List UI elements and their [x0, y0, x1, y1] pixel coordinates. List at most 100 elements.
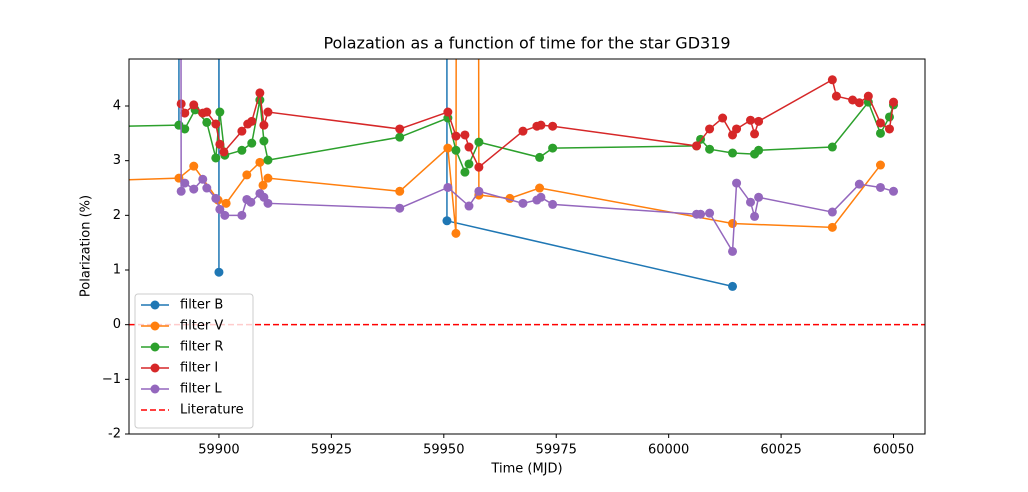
y-tick-label: 4 [113, 99, 121, 114]
x-tick-label: 59975 [536, 443, 577, 458]
data-point [536, 192, 546, 202]
data-point [535, 183, 545, 193]
x-tick-label: 59950 [423, 443, 464, 458]
axes-frame [128, 58, 926, 435]
data-point [827, 75, 837, 85]
data-point [827, 207, 837, 217]
data-point [211, 119, 221, 129]
data-point [875, 128, 885, 138]
data-point [863, 91, 873, 101]
y-axis-label: Polarization (%) [79, 195, 94, 297]
data-point [728, 281, 738, 291]
data-point [827, 222, 837, 232]
data-point [189, 184, 199, 194]
y-tick-label: 0 [113, 317, 121, 332]
data-point [746, 197, 756, 207]
data-point [692, 141, 702, 151]
data-point [451, 145, 461, 155]
data-point [247, 116, 257, 126]
data-point [215, 107, 225, 117]
x-tick-label: 59925 [311, 443, 352, 458]
data-point [848, 95, 858, 105]
data-point [728, 148, 738, 158]
data-point [827, 142, 837, 152]
data-point [718, 113, 728, 123]
data-point [219, 147, 229, 157]
data-point [535, 152, 545, 162]
data-point [464, 142, 474, 152]
data-point [263, 155, 273, 165]
x-tick-label: 60025 [760, 443, 801, 458]
legend-marker [150, 384, 160, 394]
data-point [854, 98, 864, 108]
legend-label: filter V [180, 319, 223, 334]
data-point [474, 186, 484, 196]
data-point [884, 124, 894, 134]
data-point [536, 120, 546, 130]
data-point [548, 199, 558, 209]
data-point [705, 144, 715, 154]
data-point [176, 186, 186, 196]
data-point [255, 88, 265, 98]
data-point [831, 91, 841, 101]
data-point [242, 170, 252, 180]
data-point [202, 117, 212, 127]
data-point [395, 186, 405, 196]
data-point [198, 174, 208, 184]
legend-label: filter I [180, 361, 218, 376]
data-point [464, 201, 474, 211]
data-point [443, 182, 453, 192]
x-tick-label: 60000 [648, 443, 689, 458]
data-point [754, 116, 764, 126]
data-point [750, 129, 760, 139]
data-point [395, 203, 405, 213]
data-point [451, 228, 461, 238]
data-point [518, 126, 528, 136]
data-point [202, 183, 212, 193]
x-tick-label: 59900 [198, 443, 239, 458]
data-point [746, 115, 756, 125]
legend-label: filter B [180, 298, 223, 313]
data-point [754, 145, 764, 155]
legend-label: filter L [180, 382, 222, 397]
data-point [263, 173, 273, 183]
data-point [255, 157, 265, 167]
data-point [875, 182, 885, 192]
chart-title: Polazation as a function of time for the… [323, 34, 730, 53]
data-point [263, 198, 273, 208]
data-point [875, 118, 885, 128]
data-point [705, 124, 715, 134]
data-point [754, 192, 764, 202]
data-point [237, 145, 247, 155]
legend-marker [150, 321, 160, 331]
data-point [696, 209, 706, 219]
data-point [215, 139, 225, 149]
legend-label: Literature [180, 403, 244, 418]
data-point [728, 219, 738, 229]
data-point [180, 108, 190, 118]
data-point [180, 124, 190, 134]
data-point [460, 130, 470, 140]
data-point [220, 210, 230, 220]
data-point [246, 197, 256, 207]
data-point [189, 100, 199, 110]
x-axis-label: Time (MJD) [490, 462, 562, 477]
data-point [884, 112, 894, 122]
y-tick-label: 2 [113, 208, 121, 223]
data-point [474, 137, 484, 147]
legend-label: filter R [180, 340, 223, 355]
data-point [464, 159, 474, 169]
plot-area [129, 59, 925, 326]
data-point [548, 143, 558, 153]
data-point [259, 120, 269, 130]
data-point [750, 211, 760, 221]
data-point [211, 153, 221, 163]
data-point [732, 124, 742, 134]
data-point [258, 180, 268, 190]
legend-marker [150, 363, 160, 373]
data-point [221, 198, 231, 208]
legend: filter B filter V filter R filter I filter L… [134, 293, 254, 429]
data-point [442, 216, 452, 226]
data-point [443, 143, 453, 153]
